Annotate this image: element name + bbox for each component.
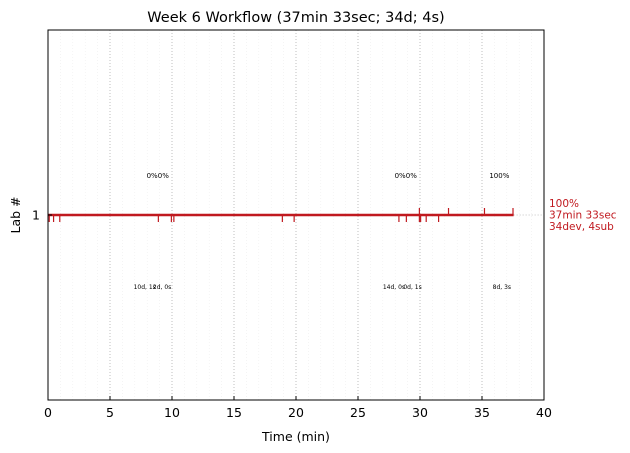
x-tick-label: 20	[288, 405, 304, 420]
x-tick-label: 35	[474, 405, 490, 420]
x-tick-label: 40	[536, 405, 552, 420]
side-annotation-line: 34dev, 4sub	[549, 221, 614, 233]
percent-label: 100%	[489, 172, 509, 180]
y-axis-label: Lab #	[8, 196, 23, 233]
percent-label: 0%	[406, 172, 417, 180]
ticks-layer: 0 5 10 15 20 25 30 35 40 1	[32, 208, 552, 421]
x-tick-label: 5	[106, 405, 114, 420]
chart-title: Week 6 Workflow (37min 33sec; 34d; 4s)	[147, 10, 444, 26]
marks-layer	[48, 208, 514, 222]
percent-label: 0%	[147, 172, 158, 180]
count-label: 2d, 0s	[153, 284, 171, 291]
count-label: 8d, 3s	[493, 284, 511, 291]
side-annotation-line: 37min 33sec	[549, 210, 617, 222]
x-tick-label: 0	[44, 405, 52, 420]
percent-label: 0%	[158, 172, 169, 180]
x-tick-label: 30	[412, 405, 428, 420]
x-tick-label: 15	[226, 405, 242, 420]
x-tick-label: 10	[164, 405, 180, 420]
percent-label: 0%	[395, 172, 406, 180]
x-axis-label: Time (min)	[261, 429, 330, 444]
x-tick-label: 25	[350, 405, 366, 420]
grid-layer	[60, 30, 544, 400]
count-label: 0d, 1s	[403, 284, 421, 291]
side-annotation-line: 100%	[549, 198, 579, 210]
count-label: 14d, 0s	[383, 284, 405, 291]
y-tick-label: 1	[32, 208, 40, 223]
count-label: 10d, 1s	[134, 284, 156, 291]
